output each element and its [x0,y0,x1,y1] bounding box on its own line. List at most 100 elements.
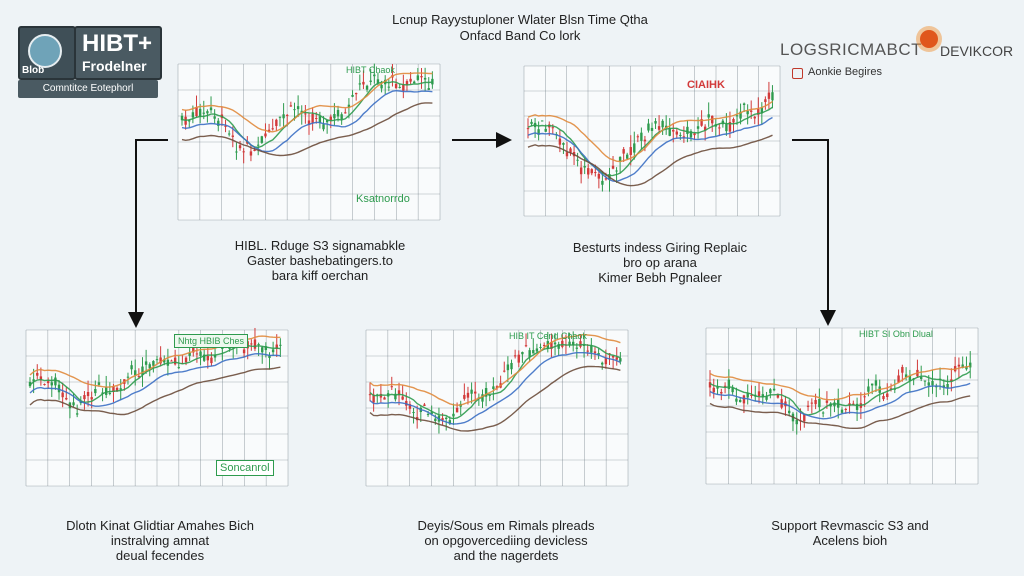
caption-line: bro op arana [623,255,697,270]
chart-panel-2: CIAIHK [523,65,781,217]
candle-body [427,88,430,90]
candle-body [927,382,930,386]
candle-body [307,120,311,125]
candle-body [54,377,57,386]
candle-body [426,413,430,415]
candle-body [390,386,393,388]
candle-body [264,346,268,351]
candle-body [271,349,275,353]
candle-body [126,376,130,378]
candle-body [597,173,601,179]
chart-panel-5: HIBT SI Obn Dlual [705,327,979,485]
candle-body [423,77,427,80]
candle-body [398,86,401,88]
candle-body [362,81,365,85]
candle-body [495,386,499,389]
candle-body [568,341,571,346]
candle-body [217,120,220,126]
candle-body [412,412,415,414]
chart-canvas [177,63,441,221]
candle-body [137,376,141,378]
candle-body [682,136,686,138]
candle-body [282,114,285,119]
candle-body [452,413,455,417]
candle-body [506,364,510,371]
caption-line: HIBL. Rduge S3 signamabkle [234,238,406,253]
candle-body [249,151,253,156]
caption-panel-3: Dlotn Kinat Glidtiar Amahes Bich instral… [30,518,290,563]
chart-label: HIBT SI Obn Dlual [859,329,933,339]
chart-annotation: Ksatnorrdo [356,193,410,205]
candle-body [650,127,654,131]
candle-body [373,74,376,77]
logo-box-text: Blob [22,65,45,76]
candle-body [590,345,593,353]
candle-body [336,109,340,117]
candle-body [542,344,546,346]
caption-line: Acelens bioh [812,533,888,548]
candle-body [772,388,776,391]
candle-body [558,138,562,145]
candle-body [43,384,46,386]
candle-body [693,133,696,136]
candle-body [738,400,742,403]
candle-body [731,387,734,393]
candle-body [806,405,810,407]
globe-icon [28,34,62,68]
candle-body [604,357,608,365]
candle-body [231,135,234,137]
chart-canvas [705,327,979,485]
brand-subtitle: Aonkie Begires [808,66,882,78]
candle-body [760,107,764,114]
candle-body [761,394,764,398]
candle-body [61,392,64,398]
candle-body [593,351,597,354]
candle-body [72,402,75,406]
moving-average-line [369,333,621,406]
candle-body [526,128,530,130]
candle-body [97,382,101,385]
moving-average-line [527,134,773,187]
caption-line: Besturts indess Giring Replaic [572,240,748,255]
candle-body [686,126,689,134]
caption-panel-5: Support Revmascic S3 and Acelens bioh [720,518,980,548]
candle-body [50,382,53,386]
candle-body [818,398,821,408]
candle-body [195,353,199,355]
candle-body [803,413,806,422]
candle-body [202,354,206,361]
candle-body [750,394,753,396]
candle-body [387,86,391,88]
candle-body [810,402,814,404]
chart-canvas [523,65,781,217]
candle-body [152,361,155,366]
candle-body [528,350,531,358]
candle-body [242,349,246,354]
candle-body [583,166,586,168]
candle-body [250,343,253,345]
candle-body [524,345,528,347]
candle-body [874,380,878,386]
candle-body [470,389,473,394]
candle-body [576,159,579,161]
candle-body [579,167,583,175]
candle-body [795,419,798,425]
candle-body [206,355,209,361]
sun-icon [920,30,938,48]
candle-body [210,357,213,364]
candle-body [946,383,949,388]
candle-body [664,125,668,128]
candle-body [275,119,278,126]
candle-body [708,382,712,388]
candle-body [474,391,477,394]
candle-body [716,386,719,389]
candle-body [931,381,934,386]
candle-body [750,110,753,112]
candle-body [376,394,379,396]
candle-body [647,123,650,131]
candle-body [582,344,586,347]
candle-body [661,120,664,128]
candle-body [679,134,682,136]
candle-body [488,394,491,396]
candle-body [148,364,151,369]
